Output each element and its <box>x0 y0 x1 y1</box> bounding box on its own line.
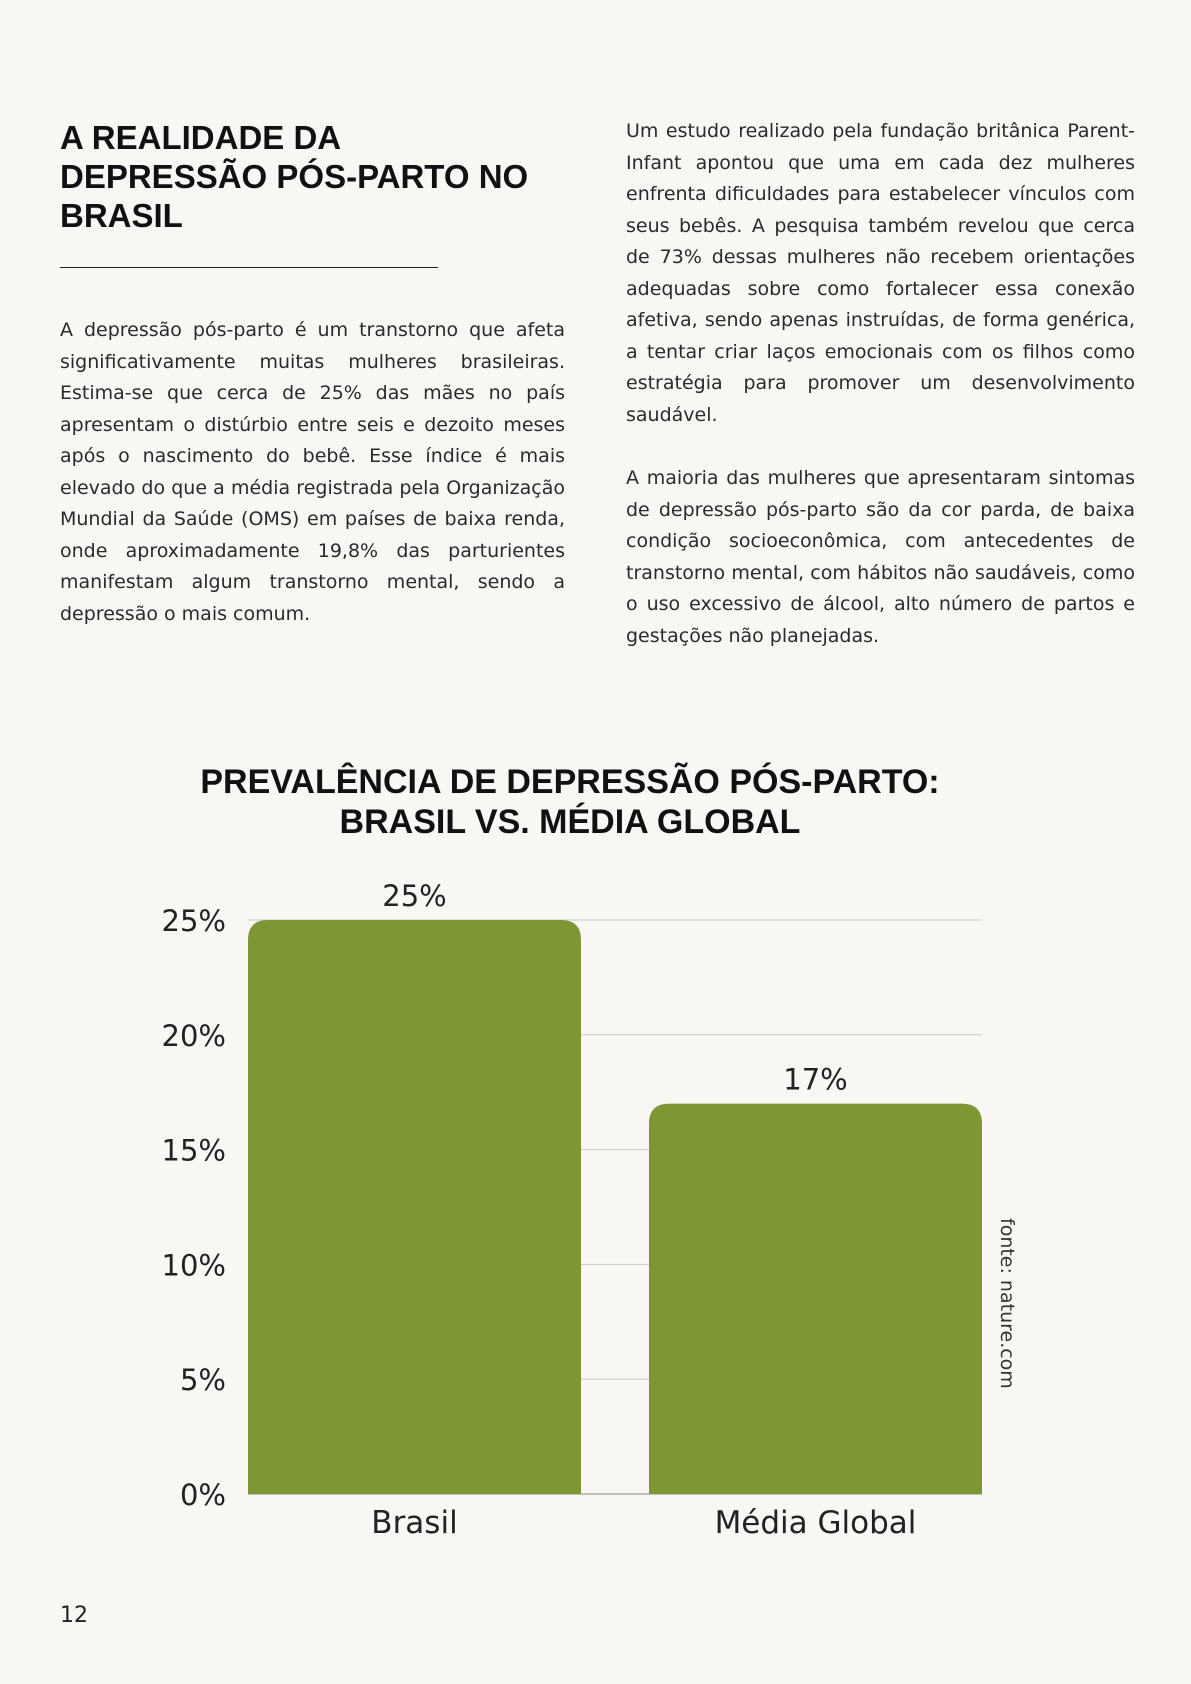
chart-title: PREVALÊNCIA DE DEPRESSÃO PÓS-PARTO: BRAS… <box>150 762 990 842</box>
paragraph-left: A depressão pós-parto é um transtorno qu… <box>60 319 565 625</box>
x-category-label: Média Global <box>715 1505 917 1541</box>
bar-value-label: 25% <box>382 879 446 913</box>
x-category-label: Brasil <box>371 1505 457 1541</box>
bar-value-label: 17% <box>783 1063 847 1097</box>
paragraph-right-2: A maioria das mulheres que apresentaram … <box>626 467 1135 647</box>
heading-divider <box>60 267 438 268</box>
y-tick-label: 0% <box>180 1478 226 1512</box>
chart-title-line-1: PREVALÊNCIA DE DEPRESSÃO PÓS-PARTO: <box>200 763 940 801</box>
y-tick-label: 15% <box>162 1134 226 1168</box>
chart-title-line-2: BRASIL VS. MÉDIA GLOBAL <box>339 803 801 841</box>
y-tick-label: 5% <box>180 1363 226 1397</box>
article-heading: A REALIDADE DA DEPRESSÃO PÓS-PARTO NO BR… <box>60 119 529 234</box>
source-note: fonte: nature.com <box>996 1218 1018 1389</box>
bar-brasil <box>248 920 581 1494</box>
y-tick-label: 20% <box>162 1019 226 1053</box>
page-number: 12 <box>60 1603 88 1628</box>
bar-media-global <box>649 1103 982 1494</box>
paragraph-right-1: Um estudo realizado pela fundação britân… <box>626 120 1135 426</box>
y-tick-label: 10% <box>162 1248 226 1282</box>
y-tick-label: 25% <box>162 904 226 938</box>
